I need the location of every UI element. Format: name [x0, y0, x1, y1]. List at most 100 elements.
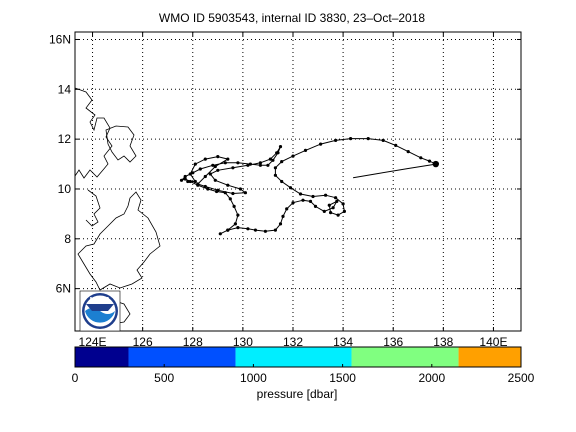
trajectory-point: [331, 206, 335, 210]
trajectory-point: [203, 184, 207, 189]
coastline-samar: [105, 125, 137, 163]
colorbar-label: pressure [dbar]: [257, 387, 338, 401]
trajectory-point: [322, 209, 326, 213]
colorbar-ticks: 0 500 1000 1500 2000 2500: [72, 364, 535, 385]
trajectory-point: [213, 178, 217, 182]
trajectory-point: [285, 207, 289, 211]
trajectory-point: [179, 178, 184, 182]
trajectory-point: [246, 163, 250, 167]
map-axes-box: [74, 31, 522, 332]
trajectory-point: [263, 229, 267, 233]
trajectory-point: [298, 192, 303, 196]
trajectory-point: [271, 158, 275, 162]
trajectory-point: [236, 161, 240, 165]
deployment-point: [432, 160, 440, 168]
trajectory-point: [280, 160, 284, 164]
lon-tick-label: 124E: [79, 335, 107, 349]
trajectory-point: [341, 202, 345, 206]
colorbar-tick-label: 2500: [508, 371, 535, 385]
trajectory-point: [268, 157, 272, 161]
trajectory-point: [203, 174, 207, 179]
trajectory-point: [366, 137, 370, 141]
colorbar-tick-label: 1000: [240, 371, 267, 385]
coastline: [74, 87, 161, 325]
trajectory-point: [223, 161, 227, 165]
trajectory-line: [181, 138, 438, 235]
trajectory-point: [394, 143, 398, 147]
trajectory-point: [308, 199, 313, 203]
trajectory-point: [233, 222, 237, 226]
colorbar-band: [458, 347, 521, 367]
coastline-mindanao: [77, 191, 161, 291]
trajectory-point: [334, 138, 338, 142]
lat-tick-label: 10: [58, 182, 72, 196]
colorbar-tick-label: 1500: [329, 371, 356, 385]
trajectory-point: [281, 214, 285, 218]
trajectory-point: [186, 179, 190, 184]
trajectory-point: [324, 193, 328, 197]
lat-tick-label: 12: [58, 132, 72, 146]
trajectory-point: [266, 163, 270, 167]
trajectory-point: [329, 211, 333, 215]
trajectory-point: [319, 142, 323, 146]
colorbar-band: [351, 347, 459, 367]
lat-tick-label: 16N: [49, 32, 71, 46]
noaa-logo-text: NOAA: [90, 297, 111, 304]
trajectory-point: [253, 228, 257, 232]
trajectory-point: [231, 191, 235, 196]
trajectory-point: [349, 137, 353, 141]
trajectory-point: [196, 182, 200, 186]
lat-tick-label: 6N: [56, 282, 71, 296]
trajectory-point: [198, 167, 202, 171]
trajectory-point: [211, 163, 215, 167]
trajectory-point: [258, 161, 262, 165]
lon-tick-label: 130: [233, 335, 253, 349]
trajectory-point: [336, 213, 340, 217]
trajectory-point: [291, 201, 295, 205]
map-grid: [75, 32, 521, 331]
trajectory-point: [288, 186, 293, 190]
trajectory-point: [280, 179, 284, 184]
trajectory-point: [381, 138, 385, 142]
trajectory-point: [236, 213, 240, 217]
trajectory-point: [216, 155, 220, 159]
lon-tick-label: 132: [283, 335, 303, 349]
trajectory-point: [216, 188, 220, 192]
trajectory-point: [327, 203, 331, 207]
colorbar-frame: [74, 346, 522, 368]
trajectory-point: [406, 150, 410, 154]
trajectory-point: [208, 172, 212, 176]
lat-tick-label: 14: [58, 82, 72, 96]
trajectory-point: [206, 187, 210, 191]
trajectory-point: [248, 162, 252, 166]
lon-tick-label: 138: [433, 335, 453, 349]
colorbar-tick-label: 0: [72, 371, 79, 385]
trajectory-point: [213, 164, 217, 169]
lon-tick-label: 136: [383, 335, 403, 349]
trajectory-point: [191, 171, 195, 175]
deployment-marker: [432, 160, 440, 168]
coastline-luzon: [74, 87, 113, 179]
lat-tick-label: 8: [64, 232, 71, 246]
trajectory-point: [258, 163, 262, 167]
trajectory-point: [183, 177, 187, 181]
colorbar-band: [235, 347, 352, 367]
trajectory-point: [278, 222, 283, 226]
trajectory-point: [226, 157, 230, 161]
colorbar-tick-label: 500: [154, 371, 174, 385]
trajectory-point: [226, 183, 230, 187]
colorbar-band: [128, 347, 236, 367]
colorbar-band: [75, 347, 129, 367]
trajectory-point: [335, 199, 339, 203]
lon-tick-label: 134: [333, 335, 353, 349]
coastline-leyte: [85, 189, 101, 227]
trajectory-point: [188, 172, 192, 176]
figure-title: WMO ID 5903543, internal ID 3830, 23–Oct…: [159, 11, 425, 25]
trajectory-point: [238, 187, 242, 191]
trajectory-point: [203, 157, 207, 161]
trajectory-point: [342, 209, 346, 213]
trajectory-point: [188, 179, 192, 184]
trajectory-point: [193, 162, 197, 166]
trajectory-point: [334, 196, 338, 200]
